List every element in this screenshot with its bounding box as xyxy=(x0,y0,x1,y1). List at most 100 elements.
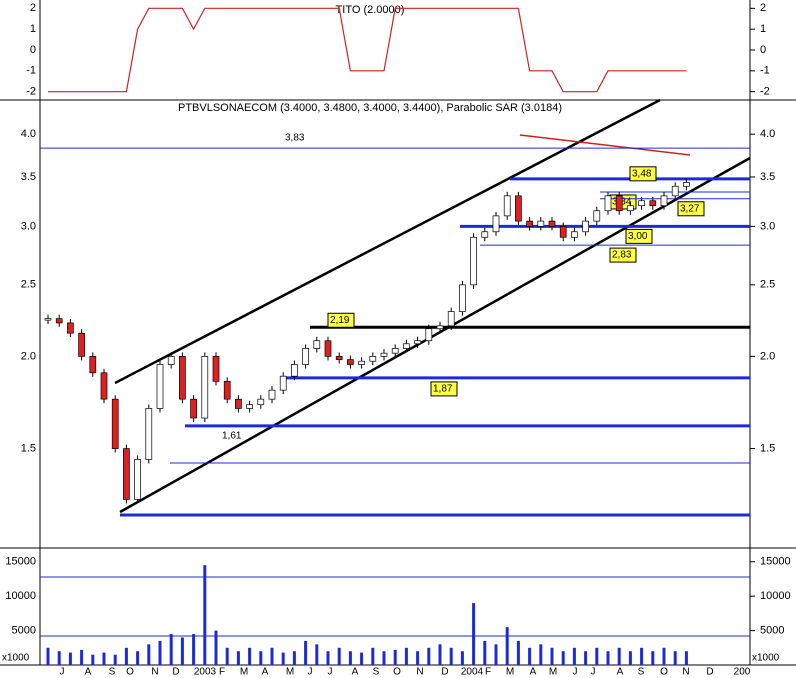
volume-bar xyxy=(203,565,207,665)
volume-bar xyxy=(214,630,218,665)
y-tick-label: 2.5 xyxy=(21,279,36,291)
x-tick-label: A xyxy=(617,667,624,678)
candle xyxy=(593,210,601,222)
x-tick-label: M xyxy=(286,667,294,678)
y-tick-label: 4.0 xyxy=(21,128,36,140)
candle xyxy=(649,200,657,207)
y-tick-label: -1 xyxy=(26,65,36,77)
candle xyxy=(459,284,466,312)
candle xyxy=(559,226,567,238)
x-tick-label: M xyxy=(549,667,557,678)
candle xyxy=(291,364,298,377)
volume-bar xyxy=(236,651,240,665)
candle xyxy=(335,356,343,360)
y-tick-label: 10000 xyxy=(5,590,36,602)
x-tick-label: F xyxy=(485,667,491,678)
volume-bar xyxy=(472,603,476,665)
volume-bar xyxy=(147,644,151,665)
y-tick-label: 2.5 xyxy=(760,279,775,291)
indicator-title: TITO (2.0000) xyxy=(336,4,405,16)
candle xyxy=(358,360,365,365)
x-tick-label: J xyxy=(573,667,578,678)
x-tick-label: F xyxy=(219,667,225,678)
y-tick-label: 15000 xyxy=(5,556,36,568)
y-tick-label: 2.0 xyxy=(21,350,36,362)
volume-bar xyxy=(382,651,386,665)
candle xyxy=(425,328,433,342)
candle xyxy=(223,381,231,400)
volume-bar xyxy=(438,644,442,665)
volume-bar xyxy=(315,644,319,665)
volume-bar xyxy=(80,649,84,665)
volume-bar xyxy=(483,640,487,665)
candle xyxy=(526,220,533,227)
candle xyxy=(44,318,52,321)
volume-bar xyxy=(393,649,397,665)
volume-bar xyxy=(124,647,128,665)
volume-guides xyxy=(40,576,750,637)
volume-bar xyxy=(292,651,296,665)
x-tick-label: 2003 xyxy=(194,667,217,678)
candle xyxy=(548,220,556,227)
volume-bar xyxy=(46,647,50,665)
volume-bar xyxy=(606,651,610,665)
x-tick-label: S xyxy=(109,667,116,678)
volume-bar xyxy=(505,627,509,665)
volume-bar xyxy=(225,647,229,665)
volume-bar xyxy=(449,647,453,665)
candle xyxy=(436,325,444,330)
level-label: 3,00 xyxy=(628,231,648,242)
volume-bar xyxy=(673,651,677,665)
candle xyxy=(638,200,645,207)
volume-bar xyxy=(259,651,263,665)
volume-bar xyxy=(348,651,352,665)
volume-bar xyxy=(326,651,330,665)
volume-bar xyxy=(427,647,431,665)
y-tick-label: 2 xyxy=(760,2,766,14)
x-tick-label: D xyxy=(172,667,179,678)
volume-bar xyxy=(248,647,252,665)
candle xyxy=(414,340,421,345)
volume-bar xyxy=(337,647,341,665)
label-box xyxy=(430,381,458,397)
candle xyxy=(212,356,220,382)
volume-bar xyxy=(494,644,498,665)
candle xyxy=(324,340,332,357)
candle xyxy=(268,389,276,400)
volume-bar xyxy=(528,647,532,665)
volume-bar xyxy=(640,647,644,665)
trend-line xyxy=(519,134,691,156)
x-tick-label: A xyxy=(530,667,537,678)
label-box xyxy=(625,228,653,244)
volume-bar xyxy=(281,652,285,665)
volume-bar xyxy=(416,651,420,665)
level-label: 3,83 xyxy=(285,133,305,144)
channel-lines xyxy=(114,98,751,517)
x-tick-label: M xyxy=(506,667,514,678)
volume-bar xyxy=(595,647,599,665)
x-tick-label: N xyxy=(151,667,158,678)
candle xyxy=(447,311,455,327)
x-tick-label: A xyxy=(352,667,359,678)
x-tick-label: S xyxy=(638,667,645,678)
level-label: 1,87 xyxy=(433,384,453,395)
candle xyxy=(391,348,399,354)
candle xyxy=(537,220,545,227)
level-label: 3,48 xyxy=(632,168,652,179)
candle xyxy=(515,195,522,222)
volume-bar xyxy=(662,647,666,665)
x-tick-label: 200 xyxy=(734,667,751,678)
y-tick-label: 3.5 xyxy=(760,171,775,183)
candle xyxy=(134,459,141,500)
volume-bar xyxy=(584,651,588,665)
x-tick-label: N xyxy=(682,667,689,678)
x-tick-label: O xyxy=(660,667,668,678)
y-tick-label: 1 xyxy=(760,23,766,35)
candle xyxy=(380,352,388,357)
volume-bar xyxy=(91,654,95,665)
volume-bar xyxy=(102,652,106,665)
y-tick-label: -2 xyxy=(760,86,770,98)
volume-bar xyxy=(371,647,375,665)
level-label: 3,27 xyxy=(680,203,700,214)
